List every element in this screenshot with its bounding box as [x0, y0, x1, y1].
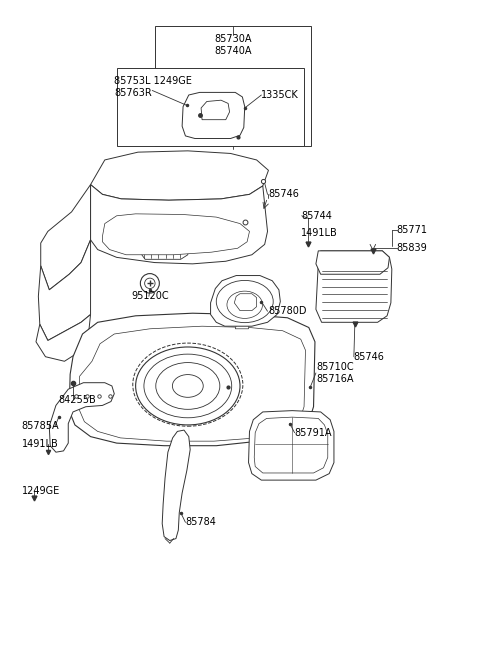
Polygon shape	[235, 318, 250, 329]
Polygon shape	[249, 411, 334, 480]
Ellipse shape	[156, 363, 220, 409]
Polygon shape	[41, 185, 91, 290]
Ellipse shape	[227, 291, 263, 318]
Ellipse shape	[140, 274, 159, 293]
Polygon shape	[182, 92, 245, 138]
Polygon shape	[80, 326, 305, 441]
Polygon shape	[69, 313, 315, 445]
Polygon shape	[91, 151, 268, 200]
Ellipse shape	[136, 347, 240, 425]
Text: 1249GE: 1249GE	[22, 486, 60, 496]
Text: 85785A: 85785A	[22, 421, 60, 431]
Text: 85744: 85744	[301, 211, 333, 221]
Polygon shape	[254, 417, 328, 473]
Text: 85839: 85839	[396, 242, 427, 253]
Polygon shape	[316, 251, 392, 322]
Polygon shape	[316, 251, 389, 274]
Text: 85771: 85771	[396, 225, 428, 235]
Ellipse shape	[172, 375, 203, 398]
Polygon shape	[234, 293, 257, 310]
Ellipse shape	[144, 354, 232, 418]
Text: 85753L 1249GE
85763R: 85753L 1249GE 85763R	[114, 77, 192, 98]
Polygon shape	[201, 100, 229, 120]
Polygon shape	[38, 240, 91, 341]
Text: 1491LB: 1491LB	[301, 229, 337, 238]
Polygon shape	[162, 430, 190, 540]
Text: 85710C
85716A: 85710C 85716A	[316, 362, 354, 384]
Polygon shape	[211, 276, 280, 326]
Ellipse shape	[216, 280, 273, 323]
Polygon shape	[49, 383, 114, 452]
Text: 1491LB: 1491LB	[22, 440, 59, 449]
Text: 84255B: 84255B	[59, 395, 96, 405]
Polygon shape	[91, 185, 267, 264]
Text: 85780D: 85780D	[268, 307, 307, 316]
Text: 85746: 85746	[354, 352, 385, 362]
Text: 85746: 85746	[268, 189, 300, 199]
Text: 85730A
85740A: 85730A 85740A	[214, 34, 252, 56]
Polygon shape	[117, 67, 304, 145]
Text: 1335CK: 1335CK	[261, 90, 299, 100]
Polygon shape	[155, 26, 311, 145]
Polygon shape	[102, 214, 250, 255]
Text: 85791A: 85791A	[295, 428, 332, 438]
Text: 85784: 85784	[185, 517, 216, 527]
Text: 95120C: 95120C	[131, 291, 168, 301]
Polygon shape	[36, 314, 91, 362]
Polygon shape	[140, 230, 188, 259]
Ellipse shape	[144, 278, 155, 289]
